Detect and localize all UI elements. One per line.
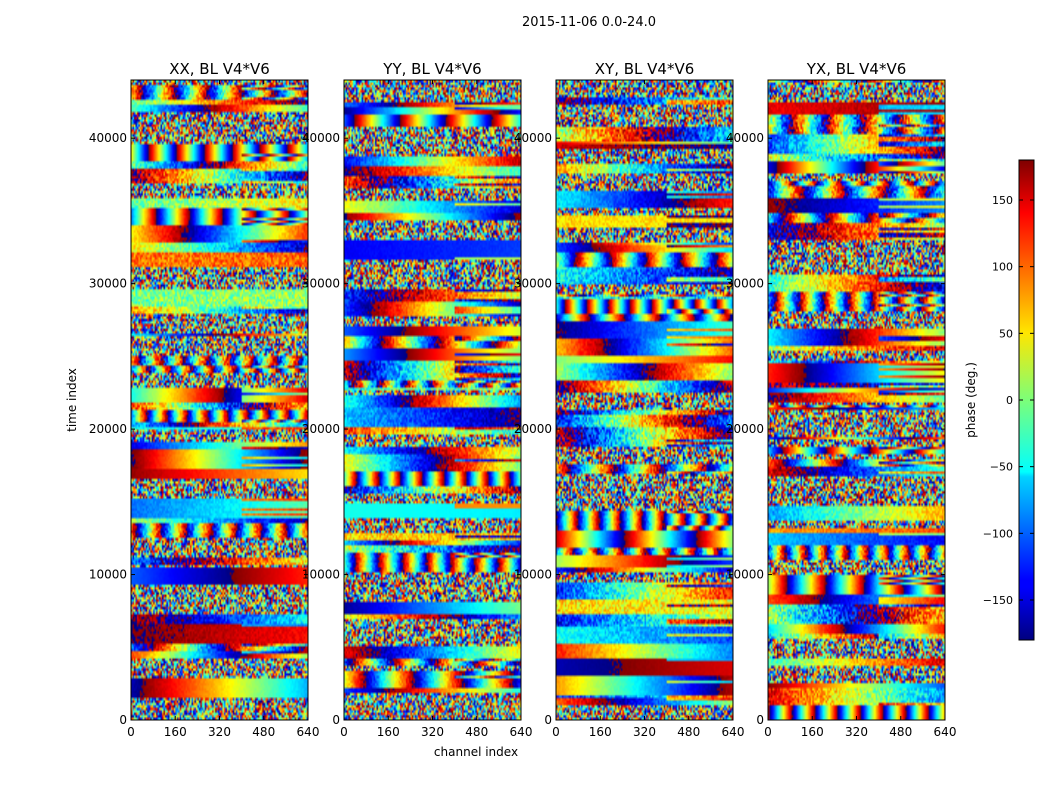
figure-title: 2015-11-06 0.0-24.0 xyxy=(522,15,656,30)
x-tick-label: 160 xyxy=(589,725,612,739)
x-tick-label: 160 xyxy=(164,725,187,739)
y-tick-label: 40000 xyxy=(302,131,340,145)
y-tick-label: 20000 xyxy=(302,422,340,436)
x-tick-label: 0 xyxy=(552,725,560,739)
colorbar-tick-label: 150 xyxy=(992,194,1013,207)
y-tick-label: 30000 xyxy=(302,277,340,291)
y-tick-label: 0 xyxy=(756,713,764,727)
x-tick-label: 0 xyxy=(127,725,135,739)
x-tick-label: 0 xyxy=(764,725,772,739)
x-tick-label: 160 xyxy=(377,725,400,739)
panel-3: XY, BL V4*V6 0 160 320 480 640 0 10000 20000 3000… xyxy=(514,60,745,739)
heatmap-image xyxy=(344,80,521,720)
x-tick-label: 320 xyxy=(633,725,656,739)
y-tick-label: 30000 xyxy=(514,277,552,291)
y-tick-label: 30000 xyxy=(726,277,764,291)
panel-title: XY, BL V4*V6 xyxy=(595,60,695,78)
x-tick-label: 640 xyxy=(510,725,533,739)
y-tick-label: 40000 xyxy=(726,131,764,145)
colorbar: 150 100 50 0 −50 −100 −150 phase (deg.) xyxy=(964,159,1035,641)
x-axis-label: channel index xyxy=(434,745,518,759)
y-tick-label: 10000 xyxy=(302,568,340,582)
y-tick-label: 20000 xyxy=(726,422,764,436)
y-tick-label: 30000 xyxy=(89,277,127,291)
y-axis-label: time index xyxy=(65,368,79,432)
panel-title: XX, BL V4*V6 xyxy=(169,60,270,78)
panel-2: YY, BL V4*V6 0 160 320 480 640 0 10000 20000 3000… xyxy=(302,60,533,739)
colorbar-label: phase (deg.) xyxy=(964,362,978,438)
y-tick-label: 10000 xyxy=(89,568,127,582)
y-tick-label: 40000 xyxy=(514,131,552,145)
y-tick-label: 20000 xyxy=(89,422,127,436)
heatmap-image xyxy=(131,80,308,720)
panel-title: YY, BL V4*V6 xyxy=(382,60,481,78)
colorbar-tick-label: 0 xyxy=(1006,394,1013,407)
x-tick-label: 160 xyxy=(801,725,824,739)
panel-title: YX, BL V4*V6 xyxy=(806,60,907,78)
x-tick-label: 640 xyxy=(934,725,957,739)
x-tick-label: 480 xyxy=(252,725,275,739)
panel-1: XX, BL V4*V6 0 160 320 480 640 0 10000 20000 3000… xyxy=(89,60,320,739)
y-tick-label: 0 xyxy=(332,713,340,727)
x-tick-label: 320 xyxy=(208,725,231,739)
x-tick-label: 640 xyxy=(297,725,320,739)
heatmap-image xyxy=(768,80,945,720)
x-tick-label: 320 xyxy=(421,725,444,739)
y-tick-label: 0 xyxy=(544,713,552,727)
y-tick-label: 0 xyxy=(119,713,127,727)
y-tick-label: 10000 xyxy=(726,568,764,582)
colorbar-tick-label: −100 xyxy=(983,527,1013,540)
colorbar-tick-label: −150 xyxy=(983,594,1013,607)
x-tick-label: 480 xyxy=(677,725,700,739)
colorbar-tick-label: 100 xyxy=(992,261,1013,274)
colorbar-tick-label: −50 xyxy=(990,461,1013,474)
x-tick-label: 0 xyxy=(340,725,348,739)
panel-4: YX, BL V4*V6 0 160 320 480 640 0 10000 20000 3000… xyxy=(726,60,957,739)
x-tick-label: 480 xyxy=(889,725,912,739)
colorbar-tick-label: 50 xyxy=(999,327,1013,340)
heatmap-image xyxy=(556,80,733,720)
x-tick-label: 320 xyxy=(845,725,868,739)
x-tick-label: 480 xyxy=(465,725,488,739)
x-tick-label: 640 xyxy=(722,725,745,739)
y-tick-label: 40000 xyxy=(89,131,127,145)
y-tick-label: 10000 xyxy=(514,568,552,582)
y-tick-label: 20000 xyxy=(514,422,552,436)
